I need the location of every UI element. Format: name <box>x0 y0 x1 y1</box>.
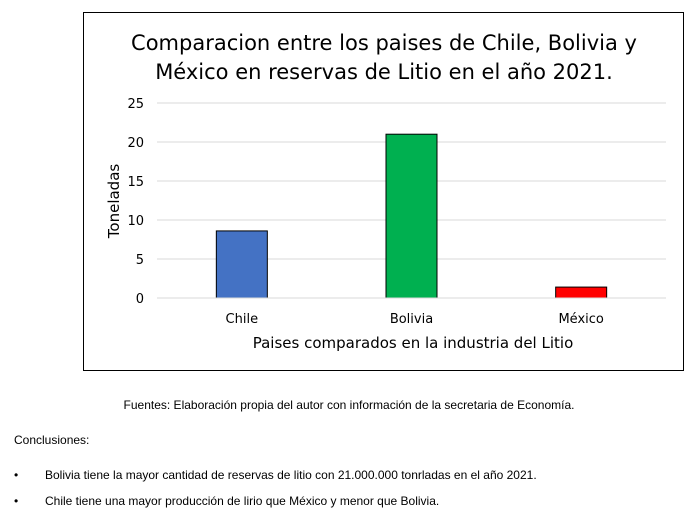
y-tick-label: 10 <box>127 214 144 229</box>
y-tick-label: 15 <box>127 175 144 190</box>
conclusions-heading: Conclusiones: <box>14 433 90 447</box>
bar-chile <box>215 230 268 299</box>
list-item: • Bolivia tiene la mayor cantidad de res… <box>0 468 537 494</box>
source-note: Fuentes: Elaboración propia del autor co… <box>78 398 698 412</box>
x-tick-label: México <box>558 312 603 327</box>
bullet-icon: • <box>14 468 19 482</box>
y-tick-label: 20 <box>127 136 144 151</box>
x-tick-label: Bolivia <box>390 312 433 327</box>
conclusions-list: • Bolivia tiene la mayor cantidad de res… <box>0 468 537 520</box>
conclusion-text: Chile tiene una mayor producción de liri… <box>45 494 440 508</box>
y-tick-label: 0 <box>136 292 144 307</box>
chart-frame: Comparacion entre los paises de Chile, B… <box>83 12 684 371</box>
y-axis-label: Toneladas <box>105 164 123 240</box>
bar-bolivia <box>385 133 438 299</box>
y-tick-label: 5 <box>136 253 144 268</box>
bar-mexico <box>555 286 608 299</box>
bullet-icon: • <box>14 494 19 508</box>
chart-title-line-1: Comparacion entre los paises de Chile, B… <box>131 31 637 55</box>
x-tick-label: Chile <box>226 312 259 327</box>
chart-title-line-2: México en reservas de Litio en el año 20… <box>155 60 613 84</box>
list-item: • Chile tiene una mayor producción de li… <box>0 494 537 520</box>
conclusion-text: Bolivia tiene la mayor cantidad de reser… <box>45 468 537 482</box>
x-axis-label: Paises comparados en la industria del Li… <box>253 334 574 352</box>
source-note-text: Fuentes: Elaboración propia del autor co… <box>123 398 575 412</box>
y-tick-label: 25 <box>127 97 144 112</box>
bar-chart: Comparacion entre los paises de Chile, B… <box>105 31 666 352</box>
